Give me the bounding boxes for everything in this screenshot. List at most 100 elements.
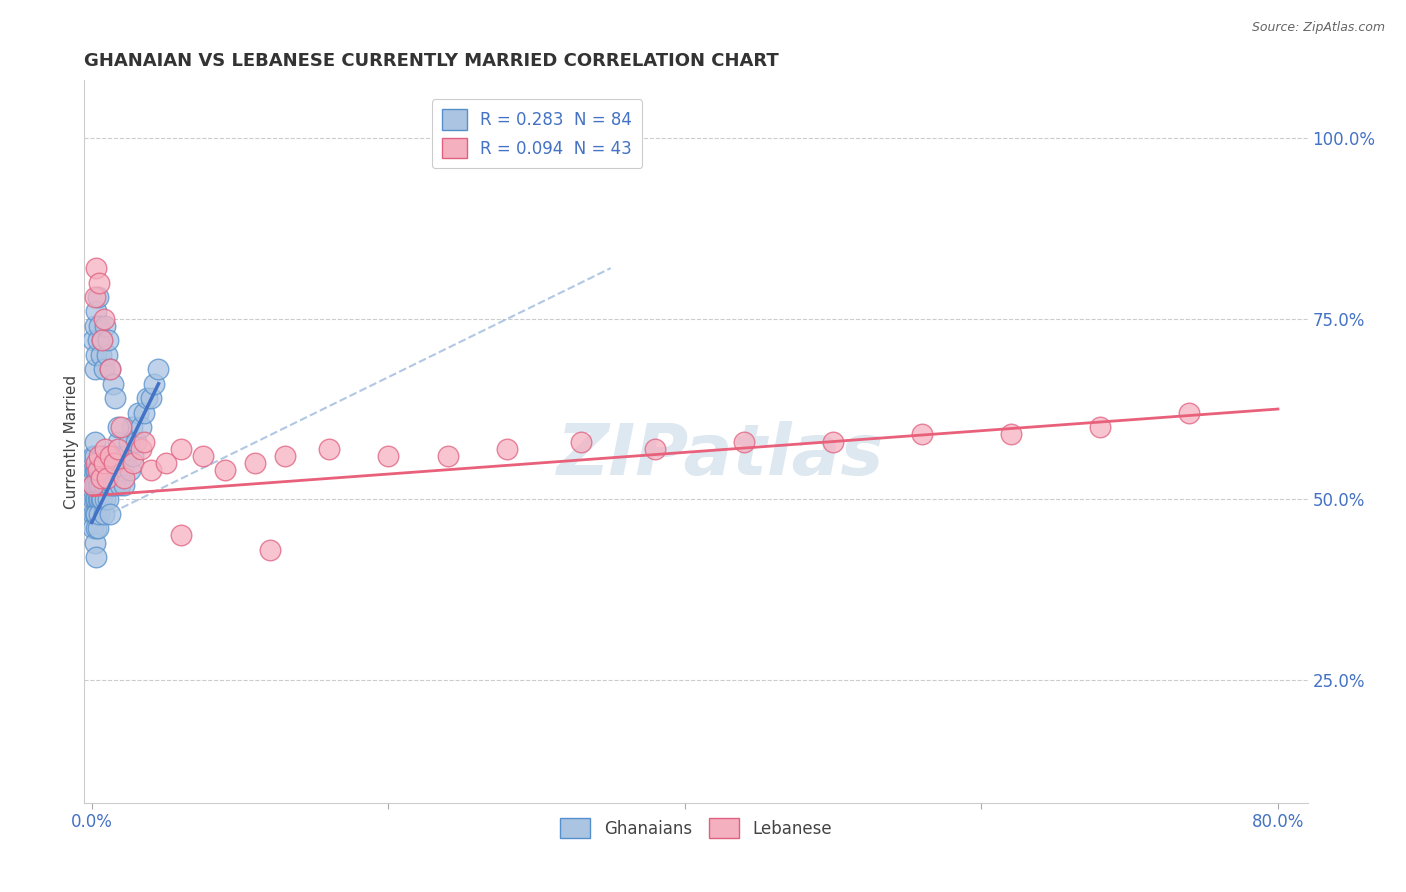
Point [86, 463, 108, 477]
Point [94, 492, 117, 507]
Point [84, 492, 107, 507]
Point [97, 334, 120, 348]
Point [132, 406, 155, 420]
Legend: Ghanaians, Lebanese: Ghanaians, Lebanese [554, 812, 838, 845]
Point [318, 442, 340, 456]
Point [91, 334, 114, 348]
Point [86, 290, 108, 304]
Point [97, 492, 120, 507]
Point [83, 535, 105, 549]
Point [496, 442, 519, 456]
Point [89, 478, 111, 492]
Point [89, 449, 111, 463]
Point [115, 449, 138, 463]
Point [86, 334, 108, 348]
Point [139, 463, 162, 477]
Point [91, 334, 114, 348]
Point [90, 492, 112, 507]
Point [83, 478, 105, 492]
Point [104, 391, 127, 405]
Point [105, 463, 128, 477]
Point [103, 456, 125, 470]
Point [82, 492, 104, 507]
Point [107, 442, 129, 456]
Text: ZIPatlas: ZIPatlas [557, 422, 884, 491]
Text: GHANAIAN VS LEBANESE CURRENTLY MARRIED CORRELATION CHART: GHANAIAN VS LEBANESE CURRENTLY MARRIED C… [84, 53, 779, 70]
Point [110, 420, 132, 434]
Point [91, 463, 114, 477]
Point [127, 406, 149, 420]
Point [93, 456, 115, 470]
Point [143, 376, 166, 391]
Point [170, 442, 193, 456]
Point [84, 463, 107, 477]
Point [98, 362, 121, 376]
Point [83, 449, 105, 463]
Point [911, 427, 934, 442]
Point [135, 391, 157, 405]
Point [98, 478, 121, 492]
Point [82, 507, 104, 521]
Point [94, 463, 117, 477]
Point [82, 521, 104, 535]
Point [103, 449, 125, 463]
Point [83, 362, 105, 376]
Point [83, 290, 105, 304]
Point [98, 362, 121, 376]
Point [84, 348, 107, 362]
Point [83, 507, 105, 521]
Point [214, 463, 236, 477]
Point [569, 434, 592, 449]
Point [139, 391, 162, 405]
Point [90, 463, 112, 477]
Point [243, 456, 266, 470]
Point [259, 542, 281, 557]
Point [90, 348, 112, 362]
Point [100, 463, 122, 477]
Point [84, 304, 107, 318]
Point [1000, 427, 1022, 442]
Point [98, 449, 121, 463]
Point [107, 420, 129, 434]
Point [84, 507, 107, 521]
Point [89, 318, 111, 333]
Point [1178, 406, 1201, 420]
Point [93, 507, 115, 521]
Point [84, 261, 107, 276]
Point [125, 434, 148, 449]
Point [122, 456, 145, 470]
Point [94, 442, 117, 456]
Point [129, 420, 152, 434]
Point [122, 449, 145, 463]
Point [120, 463, 142, 477]
Point [83, 434, 105, 449]
Point [101, 478, 124, 492]
Point [82, 449, 104, 463]
Point [83, 492, 105, 507]
Point [86, 492, 108, 507]
Point [89, 492, 111, 507]
Point [436, 449, 458, 463]
Point [1088, 420, 1111, 434]
Point [86, 478, 108, 492]
Point [91, 492, 114, 507]
Point [112, 478, 135, 492]
Point [823, 434, 845, 449]
Point [84, 550, 107, 565]
Point [118, 434, 141, 449]
Point [110, 449, 132, 463]
Y-axis label: Currently Married: Currently Married [63, 375, 79, 508]
Point [86, 463, 108, 477]
Point [170, 528, 193, 542]
Point [132, 434, 155, 449]
Point [104, 478, 127, 492]
Point [83, 463, 105, 477]
Point [98, 507, 121, 521]
Point [82, 334, 104, 348]
Point [97, 463, 120, 477]
Point [96, 478, 118, 492]
Point [82, 478, 104, 492]
Point [84, 478, 107, 492]
Point [112, 470, 135, 484]
Point [107, 434, 129, 449]
